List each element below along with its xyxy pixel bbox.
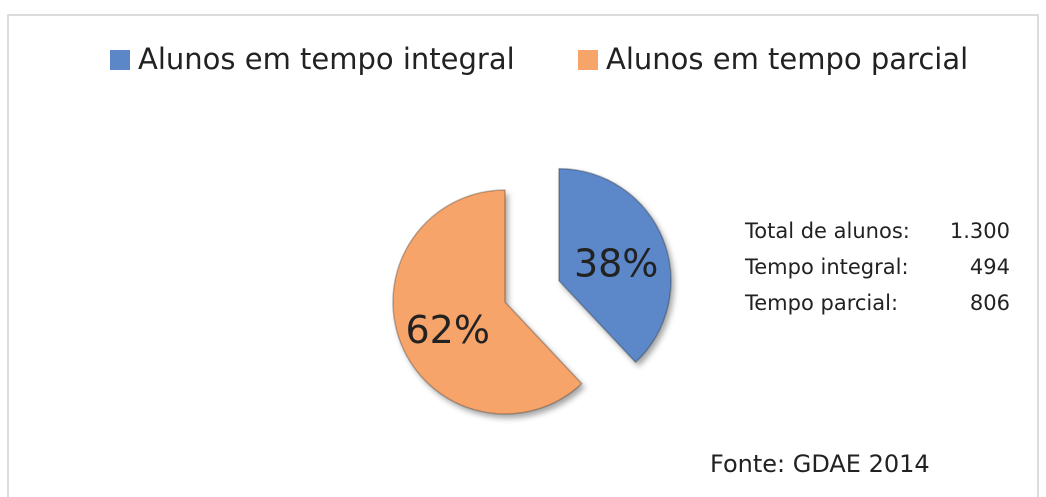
info-label: Total de alunos: (744, 219, 910, 243)
slice-label: 62% (405, 308, 489, 352)
chart-frame (7, 14, 1039, 497)
pie-slice (392, 189, 583, 415)
legend-swatch (578, 50, 598, 70)
pie-slice (558, 167, 672, 364)
legend-label: Alunos em tempo parcial (606, 42, 968, 76)
info-label: Tempo integral: (744, 255, 909, 279)
info-value: 494 (970, 255, 1010, 279)
info-value: 806 (970, 291, 1010, 315)
source-note: Fonte: GDAE 2014 (710, 450, 930, 478)
info-value: 1.300 (950, 219, 1010, 243)
info-label: Tempo parcial: (744, 291, 898, 315)
legend-swatch (110, 50, 130, 70)
slice-label: 38% (574, 241, 658, 285)
legend-label: Alunos em tempo integral (138, 42, 515, 76)
